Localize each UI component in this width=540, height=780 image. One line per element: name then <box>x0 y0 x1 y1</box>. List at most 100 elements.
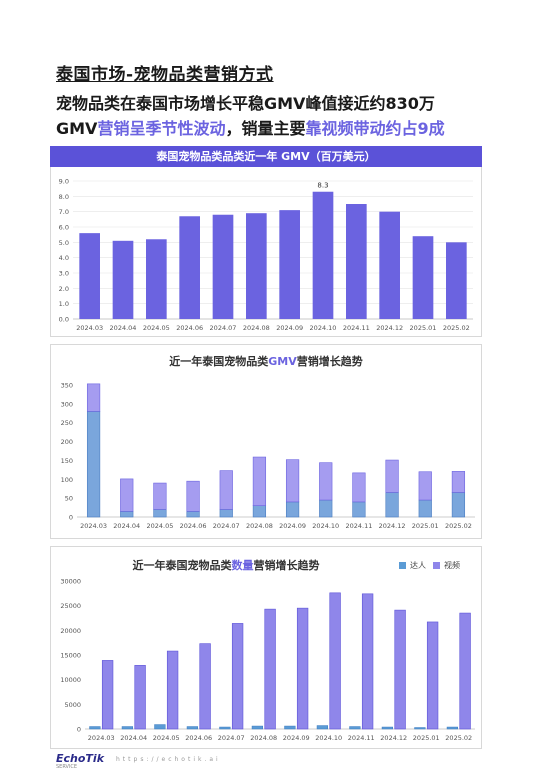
gmv-video-segment <box>352 472 366 503</box>
count-bar-chart: 0 5000 10000 15000 20000 25000 30000 2024.03 202… <box>60 578 475 742</box>
x-tick-label: 2024.06 <box>180 522 207 530</box>
gmv-video-segment <box>186 480 200 512</box>
x-tick-label: 2025.02 <box>443 324 470 332</box>
gmv-bar <box>246 213 267 319</box>
video-bar <box>361 593 374 730</box>
y-tick-label: 15000 <box>60 652 81 660</box>
x-tick-label: 2024.11 <box>345 522 372 530</box>
x-tick-label: 2024.03 <box>80 522 107 530</box>
y-tick-label: 30000 <box>60 578 81 586</box>
gmv-darr-segment <box>153 509 167 518</box>
y-tick-label: 300 <box>61 400 73 408</box>
gmv-darr-segment <box>319 499 333 518</box>
headline-line-2: GMV营销呈季节性波动，销量主要靠视频带动约占9成 <box>56 115 445 139</box>
y-tick-label: 20000 <box>60 627 81 635</box>
gmv-video-segment <box>252 456 267 506</box>
y-tick-label: 200 <box>61 438 73 446</box>
gmv-darr-segment <box>120 511 134 518</box>
y-tick-label: 5000 <box>64 701 81 709</box>
x-tick-label: 2024.04 <box>113 522 140 530</box>
x-tick-label: 2024.10 <box>312 522 339 530</box>
x-tick-label: 2024.07 <box>210 324 237 332</box>
gmv-darr-segment <box>86 411 101 518</box>
y-tick-label: 9.0 <box>59 178 69 186</box>
gmv-darr-segment <box>252 505 267 518</box>
x-tick-label: 2025.01 <box>410 324 437 332</box>
darr-bar <box>89 726 101 730</box>
y-tick-label: 2.0 <box>59 285 69 293</box>
y-tick-label: 3.0 <box>59 270 69 278</box>
gmv-bar <box>412 236 434 319</box>
x-tick-label: 2024.03 <box>88 734 115 742</box>
y-tick-label: 350 <box>61 382 73 390</box>
darr-bar <box>381 726 393 730</box>
legend-darr-label: 达人 <box>410 561 426 570</box>
y-tick-label: 8.0 <box>59 193 69 201</box>
gmv-trend-title-suffix: 营销增长趋势 <box>296 355 363 368</box>
y-tick-label: 6.0 <box>59 224 69 232</box>
headline-seasonal: 营销呈季节性波动 <box>97 119 226 138</box>
video-bar <box>166 650 179 730</box>
gmv-bar <box>379 211 400 319</box>
legend-darr-swatch <box>399 562 406 569</box>
gmv-chart-title: 泰国宠物品类品类近一年 GMV（百万美元） <box>50 146 482 167</box>
gmv-bar <box>212 214 234 319</box>
x-tick-label: 2024.07 <box>218 734 245 742</box>
brand-sub: SERVICE <box>56 764 78 770</box>
gmv-darr-segment <box>352 501 366 518</box>
gmv-video-segment <box>120 478 134 512</box>
video-bar <box>134 665 146 730</box>
gmv-trend-title-prefix: 近一年泰国宠物品类 <box>169 355 269 368</box>
x-tick-label: 2025.02 <box>445 734 472 742</box>
gmv-video-segment <box>451 471 466 493</box>
gmv-trend-panel: 近一年泰国宠物品类GMV营销增长趋势 0 50 100 150 200 250 300 350… <box>50 344 482 539</box>
y-tick-label: 4.0 <box>59 254 69 262</box>
gmv-bar <box>179 216 200 319</box>
count-legend: 达人 视频 <box>399 560 460 571</box>
video-bar <box>426 621 439 730</box>
video-bar <box>459 612 471 730</box>
gmv-bar <box>446 242 467 319</box>
gmv-darr-segment <box>219 509 233 518</box>
x-tick-label: 2024.12 <box>376 324 403 332</box>
legend-video-swatch <box>433 562 440 569</box>
gmv-stacked-chart: 0 50 100 150 200 250 300 350 2024.03 2024.04 2024.… <box>61 382 475 530</box>
gmv-bar <box>279 210 300 319</box>
x-tick-label: 2024.05 <box>153 734 180 742</box>
y-tick-label: 0 <box>69 514 73 522</box>
headline-mid: ，销量主要 <box>225 119 306 138</box>
count-trend-panel: 近一年泰国宠物品类数量营销增长趋势 达人 视频 0 5000 10000 15000 2… <box>50 546 482 749</box>
gmv-trend-title: 近一年泰国宠物品类GMV营销增长趋势 <box>51 353 481 369</box>
darr-bar <box>446 726 458 730</box>
x-tick-label: 2024.08 <box>246 522 273 530</box>
gmv-darr-segment <box>385 492 399 518</box>
video-bar <box>231 623 244 730</box>
x-tick-label: 2024.09 <box>279 522 306 530</box>
gmv-video-segment <box>86 383 101 412</box>
video-bar <box>329 592 341 730</box>
darr-bar <box>414 727 426 730</box>
gmv-video-segment <box>418 471 432 501</box>
x-tick-label: 2024.10 <box>315 734 342 742</box>
x-tick-label: 2024.12 <box>380 734 407 742</box>
y-tick-label: 1.0 <box>59 300 69 308</box>
x-tick-label: 2024.11 <box>348 734 375 742</box>
darr-bar <box>219 726 231 730</box>
darr-bar <box>251 725 263 730</box>
headline-line-1: 宠物品类在泰国市场增长平稳GMV峰值接近约830万 <box>56 94 435 113</box>
gmv-video-segment <box>385 459 399 493</box>
y-tick-label: 7.0 <box>59 208 69 216</box>
y-tick-label: 100 <box>61 476 73 484</box>
gmv-bar <box>112 240 134 319</box>
x-tick-label: 2024.06 <box>185 734 212 742</box>
video-bar <box>199 643 211 730</box>
gmv-video-segment <box>285 459 300 503</box>
x-tick-label: 2024.05 <box>143 324 170 332</box>
x-tick-label: 2024.12 <box>379 522 406 530</box>
x-tick-label: 2024.09 <box>276 324 303 332</box>
gmv-bar-chart: 0.0 1.0 2.0 3.0 4.0 5.0 6.0 7.0 8.0 9.0 2024.03 202… <box>59 178 473 332</box>
gmv-bar <box>312 191 334 319</box>
y-tick-label: 25000 <box>60 602 81 610</box>
gmv-darr-segment <box>186 511 200 518</box>
gmv-chart-panel: 0.0 1.0 2.0 3.0 4.0 5.0 6.0 7.0 8.0 9.0 2024.03 202… <box>50 167 482 337</box>
